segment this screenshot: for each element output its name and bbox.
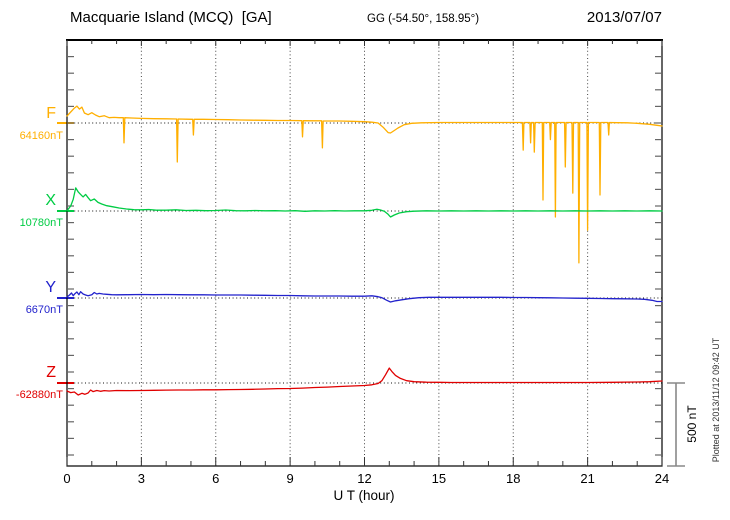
x-tick-label-12: 12 [357, 471, 372, 486]
trace-X [66, 187, 663, 218]
x-tick-label-9: 9 [286, 471, 294, 486]
series-label-X: X [45, 192, 56, 209]
plotted-at-timestamp: Plotted at 2013/11/12 09:42 UT [711, 337, 721, 463]
series-baseline-X: 10780nT [19, 217, 63, 229]
x-tick-label-0: 0 [63, 471, 71, 486]
series-baseline-F: 64160nT [19, 130, 63, 142]
x-tick-label-24: 24 [654, 471, 670, 486]
series-label-Z: Z [46, 364, 56, 381]
x-tick-label-3: 3 [137, 471, 145, 486]
x-tick-label-21: 21 [580, 471, 595, 486]
trace-Y [66, 291, 663, 303]
trace-F [66, 105, 663, 264]
series-baseline-Y: 6670nT [25, 304, 63, 316]
x-axis-title: U T (hour) [333, 488, 395, 503]
plot-date: 2013/07/07 [586, 9, 662, 26]
x-tick-label-18: 18 [506, 471, 521, 486]
x-tick-label-6: 6 [212, 471, 220, 486]
series-baseline-Z: -62880nT [15, 389, 63, 401]
series-label-F: F [46, 105, 56, 122]
x-tick-label-15: 15 [431, 471, 447, 486]
trace-Z [66, 367, 663, 396]
station-title: Macquarie Island (MCQ) [GA] [70, 9, 272, 26]
series-label-Y: Y [45, 279, 56, 296]
geo-coordinates: GG (-54.50°, 158.95°) [367, 13, 480, 25]
